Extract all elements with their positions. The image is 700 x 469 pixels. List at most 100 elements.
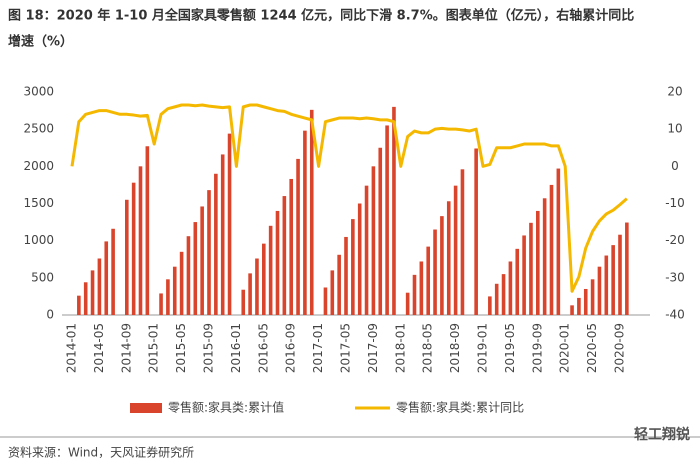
x-tick-label: 2019-09 [530, 323, 544, 373]
bar [351, 219, 355, 315]
bar [426, 246, 430, 315]
bar [289, 178, 293, 315]
bar [138, 166, 143, 315]
bar [385, 125, 389, 315]
bar [227, 133, 232, 315]
bar [193, 222, 198, 315]
bar [494, 283, 499, 315]
bar [241, 289, 246, 315]
bar [392, 106, 396, 315]
bar [262, 243, 266, 315]
bar [323, 287, 328, 315]
y2-tick-label: -40 [665, 308, 685, 322]
bar [625, 222, 629, 315]
x-tick-label: 2014-01 [65, 323, 79, 373]
x-tick-label: 2015-09 [202, 323, 216, 373]
watermark: 轻工翔锐 [634, 426, 690, 443]
bar [275, 210, 280, 315]
bar [419, 261, 424, 315]
y-tick-label: 0 [46, 308, 54, 322]
y2-tick-label: 20 [667, 85, 682, 99]
x-tick-label: 2018-01 [393, 323, 407, 373]
x-tick-label: 2019-01 [476, 323, 490, 373]
y-tick-label: 1000 [23, 233, 54, 247]
x-tick-label: 2018-09 [448, 323, 462, 373]
x-tick-label: 2017-05 [339, 323, 353, 373]
bar [460, 169, 465, 315]
bar [282, 196, 287, 315]
legend-swatch [130, 403, 162, 413]
x-tick-label: 2019-05 [503, 323, 517, 373]
bar [166, 279, 170, 315]
x-tick-label: 2016-09 [284, 323, 298, 373]
bar [220, 154, 225, 315]
chart-title: 图 18：2020 年 1-10 月全国家具零售额 1244 亿元，同比下滑 8… [8, 8, 634, 24]
bar [570, 305, 574, 315]
chart-subtitle: 增速（%） [8, 34, 73, 50]
y2-tick-label: -30 [665, 270, 685, 284]
bar [159, 293, 163, 315]
bar [618, 234, 622, 315]
bar [97, 258, 102, 315]
bar [577, 297, 581, 315]
bar [453, 185, 458, 315]
bar [179, 251, 184, 315]
bar [83, 282, 88, 315]
x-tick-label: 2017-09 [366, 323, 380, 373]
bar [433, 229, 437, 315]
bar [488, 296, 492, 315]
y2-tick-label: 0 [671, 159, 679, 173]
bar [474, 148, 478, 315]
bar [446, 201, 451, 315]
bar [77, 295, 81, 315]
line [70, 103, 628, 293]
legend-label: 零售额:家具类:累计值 [168, 400, 284, 415]
bar [357, 203, 362, 315]
bar [200, 206, 204, 315]
bar [529, 222, 533, 315]
bar [522, 235, 526, 315]
legend-label: 零售额:家具类:累计同比 [396, 400, 524, 415]
bar [378, 147, 383, 315]
x-tick-label: 2015-05 [174, 323, 188, 373]
bar [508, 261, 513, 315]
x-tick-label: 2018-05 [421, 323, 435, 373]
x-tick-label: 2017-01 [311, 323, 325, 373]
bar [296, 158, 300, 315]
bar [412, 274, 417, 315]
bar [542, 198, 547, 315]
bar [303, 130, 307, 315]
x-tick-label: 2020-09 [613, 323, 627, 373]
x-tick-label: 2015-01 [147, 323, 161, 373]
bar [597, 266, 602, 315]
x-tick-label: 2020-05 [585, 323, 599, 373]
bar [337, 254, 341, 315]
y-tick-label: 2500 [23, 122, 54, 136]
bar [131, 182, 136, 315]
bar [556, 168, 561, 315]
bar [364, 185, 369, 315]
bar [248, 273, 252, 315]
y-tick-label: 1500 [23, 196, 54, 210]
bar [549, 184, 554, 315]
bar [268, 225, 273, 315]
bar [590, 279, 595, 315]
y2-tick-label: -20 [665, 233, 685, 247]
bar [371, 166, 376, 315]
bar [207, 190, 211, 315]
bar [583, 288, 588, 315]
y2-tick-label: -10 [665, 196, 685, 210]
bar [604, 255, 609, 315]
y-tick-label: 3000 [23, 85, 54, 99]
bar [501, 274, 506, 315]
bar [536, 210, 540, 315]
source: 资料来源：Wind，天风证券研究所 [8, 445, 194, 460]
y-tick-label: 2000 [23, 159, 54, 173]
x-tick-label: 2014-09 [119, 323, 133, 373]
bar [255, 258, 259, 315]
x-tick-label: 2016-01 [229, 323, 243, 373]
bar [111, 228, 115, 315]
x-tick-label: 2020-01 [558, 323, 572, 373]
